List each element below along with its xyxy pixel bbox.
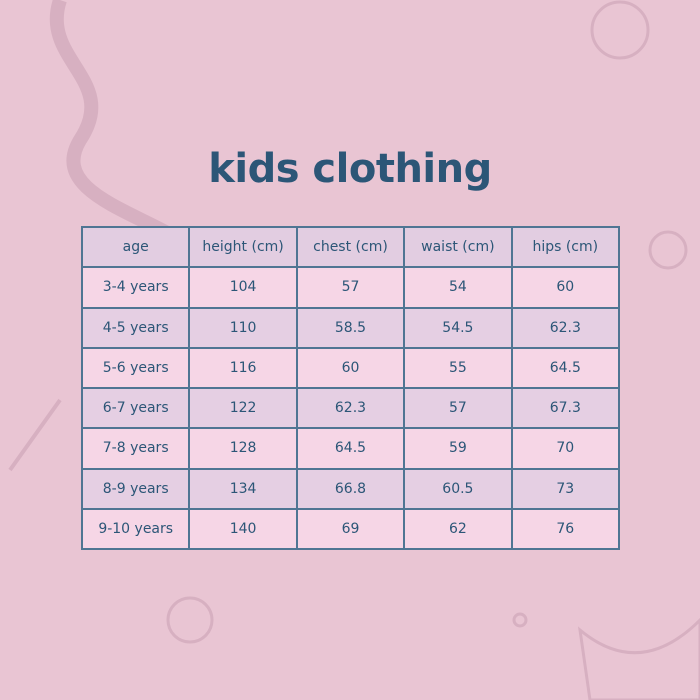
- table-row: 9-10 years 140 69 62 76: [80, 507, 621, 551]
- table-cell: 60.5: [403, 467, 513, 510]
- table-cell: 122: [188, 386, 298, 430]
- table-row: 3-4 years 104 57 54 60: [80, 266, 621, 309]
- table-cell: 104: [188, 266, 298, 309]
- table-cell: 59: [403, 427, 513, 470]
- table-cell: 134: [188, 467, 298, 510]
- table-cell: 57: [295, 266, 406, 309]
- table-cell: 54.5: [403, 306, 513, 349]
- table-cell: 60: [295, 346, 406, 390]
- table-cell: 5-6 years: [80, 346, 191, 390]
- header-cell: age: [80, 225, 191, 269]
- table-cell: 128: [188, 427, 298, 470]
- table-cell: 9-10 years: [80, 507, 191, 551]
- table-cell: 69: [295, 507, 406, 551]
- header-cell: height (cm): [188, 225, 298, 269]
- table-cell: 73: [510, 467, 621, 510]
- table-cell: 110: [188, 306, 298, 349]
- table-cell: 8-9 years: [80, 467, 191, 510]
- table-row: 7-8 years 128 64.5 59 70: [80, 427, 621, 470]
- table-cell: 58.5: [295, 306, 406, 349]
- size-chart-table: age height (cm) chest (cm) waist (cm) hi…: [80, 225, 621, 551]
- table-cell: 54: [403, 266, 513, 309]
- table-cell: 62: [403, 507, 513, 551]
- table-row: 4-5 years 110 58.5 54.5 62.3: [80, 306, 621, 349]
- table-row: 8-9 years 134 66.8 60.5 73: [80, 467, 621, 510]
- table-cell: 140: [188, 507, 298, 551]
- table-cell: 66.8: [295, 467, 406, 510]
- header-cell: waist (cm): [403, 225, 513, 269]
- table-cell: 60: [510, 266, 621, 309]
- table-row: 6-7 years 122 62.3 57 67.3: [80, 386, 621, 430]
- table-cell: 70: [510, 427, 621, 470]
- table-row: 5-6 years 116 60 55 64.5: [80, 346, 621, 390]
- table-cell: 62.3: [295, 386, 406, 430]
- table-cell: 116: [188, 346, 298, 390]
- header-cell: hips (cm): [510, 225, 621, 269]
- table-cell: 57: [403, 386, 513, 430]
- table-cell: 7-8 years: [80, 427, 191, 470]
- table-cell: 67.3: [510, 386, 621, 430]
- table-cell: 76: [510, 507, 621, 551]
- table-cell: 62.3: [510, 306, 621, 349]
- table-cell: 64.5: [510, 346, 621, 390]
- table-cell: 55: [403, 346, 513, 390]
- page-title: kids clothing: [208, 146, 492, 192]
- table-header-row: age height (cm) chest (cm) waist (cm) hi…: [80, 225, 621, 269]
- header-cell: chest (cm): [295, 225, 406, 269]
- table-cell: 6-7 years: [80, 386, 191, 430]
- table-cell: 4-5 years: [80, 306, 191, 349]
- table-cell: 3-4 years: [80, 266, 191, 309]
- table-cell: 64.5: [295, 427, 406, 470]
